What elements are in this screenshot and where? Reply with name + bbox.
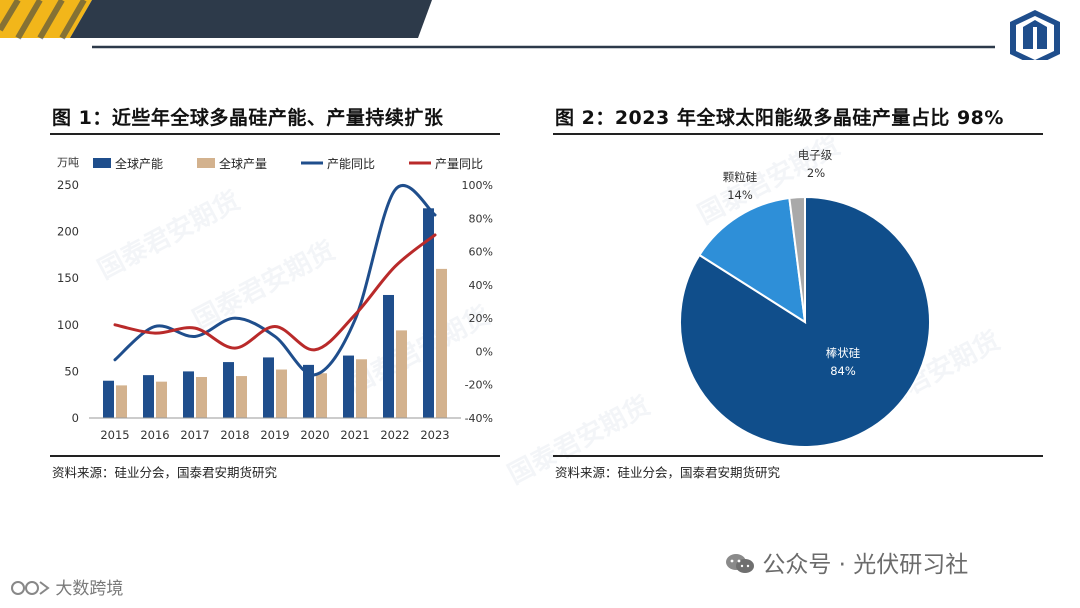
bar-全球产量 [316, 373, 327, 418]
y-axis-unit-label: 万吨 [57, 156, 79, 169]
legend-label: 产能同比 [327, 157, 375, 171]
bar-全球产量 [396, 330, 407, 418]
wechat-account-label: 公众号 · 光伏研习社 [762, 552, 969, 578]
bar-全球产能 [303, 364, 314, 418]
bar-全球产能 [343, 355, 354, 418]
capacity-output-chart: 万吨 0 50 100 150 200 250 -40% -20% 0% 20% 40% 60% 80% 1… [57, 156, 493, 442]
wechat-icon [725, 553, 755, 575]
y-tick-label: 100 [57, 318, 79, 332]
y2-tick-label: 80% [469, 212, 493, 225]
right-figure-title: 图 2：2023 年全球太阳能级多晶硅产量占比 98% [555, 107, 1004, 129]
x-tick-label: 2018 [220, 428, 249, 442]
bar-全球产能 [223, 362, 234, 418]
y2-tick-label: 40% [469, 279, 493, 292]
y2-tick-label: 100% [462, 179, 493, 192]
pie-label-name: 棒状硅 [826, 346, 861, 360]
y2-tick-label: 20% [469, 312, 493, 325]
bar-全球产能 [103, 380, 114, 418]
legend-swatch [197, 158, 215, 168]
y2-tick-label: 0% [476, 345, 493, 358]
x-tick-label: 2019 [260, 428, 289, 442]
bar-全球产量 [116, 385, 127, 418]
bar-全球产量 [156, 381, 167, 418]
bar-全球产量 [356, 359, 367, 418]
y2-tick-label: -20% [465, 379, 493, 392]
bar-全球产量 [196, 376, 207, 418]
bar-全球产量 [236, 376, 247, 418]
pie-label-name: 颗粒硅 [723, 170, 758, 184]
legend-swatch [93, 158, 111, 168]
x-tick-label: 2022 [380, 428, 409, 442]
legend-label: 全球产能 [115, 156, 163, 171]
banner-dark-band [70, 0, 432, 38]
corner-watermark: 大数跨境 [10, 574, 123, 599]
pie-label-value: 2% [807, 166, 825, 180]
legend-label: 产量同比 [435, 157, 483, 171]
bar-全球产能 [143, 375, 154, 418]
right-source-note: 资料来源：硅业分会，国泰君安期货研究 [555, 465, 781, 480]
x-tick-label: 2015 [100, 428, 129, 442]
bar-全球产能 [183, 371, 194, 418]
x-tick-label: 2023 [420, 428, 449, 442]
pie-slice-电子级 [788, 195, 806, 323]
pie-label-value: 84% [830, 364, 856, 378]
pie-label-name: 电子级 [798, 148, 833, 162]
left-source-rule [50, 455, 500, 457]
left-figure-title: 图 1：近些年全球多晶硅产能、产量持续扩张 [52, 107, 444, 129]
bar-全球产量 [276, 369, 287, 418]
y-tick-label: 200 [57, 225, 79, 239]
bar-全球产能 [383, 294, 394, 418]
pie-slice-颗粒硅 [698, 196, 807, 324]
y-tick-label: 0 [72, 411, 79, 425]
top-banner [0, 0, 1060, 60]
bar-全球产量 [436, 268, 447, 418]
company-logo-icon [1010, 10, 1060, 60]
left-title-rule [50, 133, 500, 135]
y-tick-label: 150 [57, 271, 79, 285]
bar-全球产能 [263, 357, 274, 418]
wechat-account-mark: 公众号 · 光伏研习社 [725, 545, 968, 579]
x-tick-label: 2017 [180, 428, 209, 442]
corner-mark-label: 大数跨境 [55, 579, 124, 599]
left-source-note: 资料来源：硅业分会，国泰君安期货研究 [52, 465, 278, 480]
right-title-rule [553, 133, 1043, 135]
polysilicon-share-pie-chart: 棒状硅 84% 颗粒硅 14% 电子级 2% [679, 148, 931, 448]
x-tick-label: 2020 [300, 428, 329, 442]
corner-logo-icon [10, 579, 50, 597]
y2-tick-label: 60% [469, 246, 493, 259]
bar-全球产能 [423, 208, 434, 418]
legend-label: 全球产量 [219, 156, 267, 171]
x-tick-label: 2021 [340, 428, 369, 442]
line-产量同比 [113, 233, 437, 352]
y2-tick-label: -40% [465, 412, 493, 425]
x-tick-label: 2016 [140, 428, 169, 442]
pie-label-value: 14% [727, 188, 753, 202]
right-source-rule [553, 455, 1043, 457]
y-tick-label: 50 [64, 364, 79, 378]
y-tick-label: 250 [57, 178, 79, 192]
